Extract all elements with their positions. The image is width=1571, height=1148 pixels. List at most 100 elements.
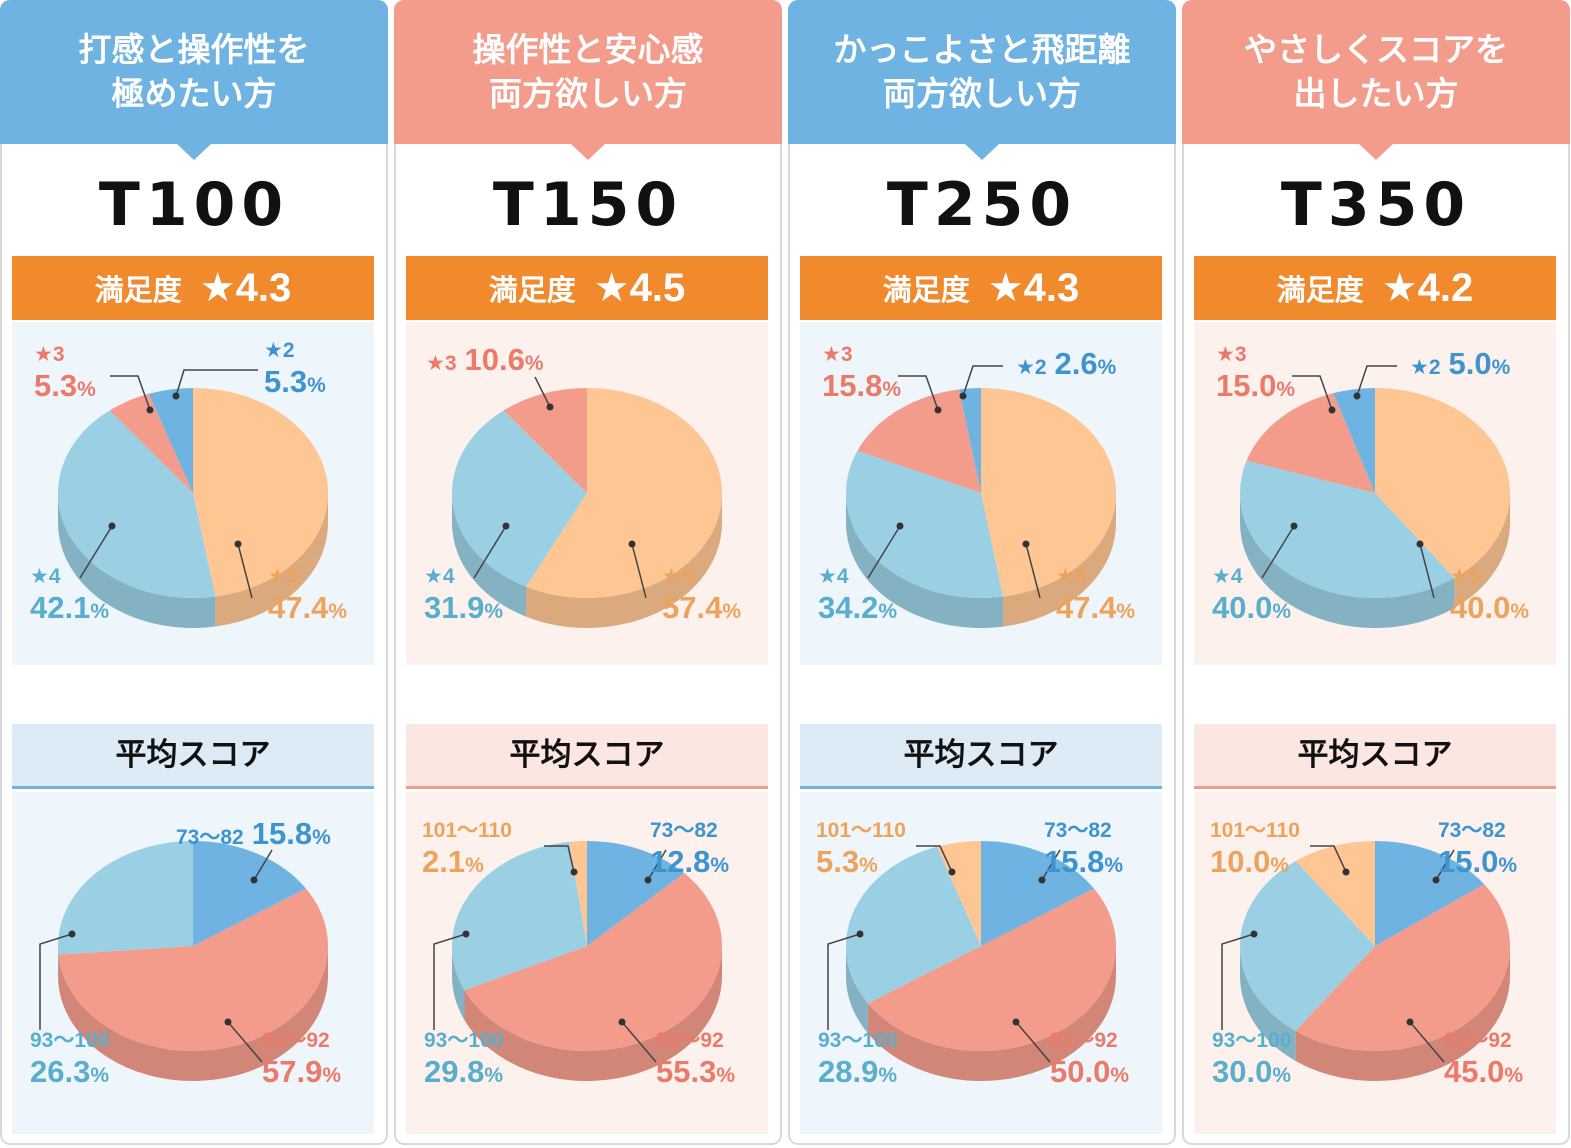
leader-r93	[1221, 933, 1255, 1030]
model-name: T150	[492, 170, 684, 240]
leader-r73-dot	[1432, 876, 1440, 884]
label-r83-value: 55.3	[656, 1054, 717, 1089]
score-title: 平均スコア	[12, 724, 374, 789]
rating-pie-T150-slice-s4	[451, 410, 587, 587]
rating-pie-T100-slice-s5	[193, 388, 329, 597]
leader-r83-dot	[224, 1018, 232, 1026]
rating-pie-T150-slice-side-s4	[452, 493, 527, 617]
leader-s4-dot	[108, 522, 116, 530]
score-pie-T250-slice-side-r93	[846, 946, 868, 1034]
score-pie-T350-slice-r83	[1295, 884, 1511, 1052]
leader-s3-dot	[934, 406, 942, 414]
score-pie-T100-slice-r93	[58, 841, 193, 955]
model-name: T350	[1280, 170, 1472, 240]
label-r83-category: 83～92	[1050, 1029, 1118, 1052]
label-r83-category: 83～92	[262, 1029, 330, 1052]
label-r101-percent-sign: %	[859, 854, 878, 877]
rating-pie-T350-slice-side-s5	[1454, 493, 1510, 608]
label-r93-percent-sign: %	[484, 1064, 504, 1087]
label-r73-category: 73～82	[176, 826, 244, 849]
leader-s3-dot	[1328, 406, 1336, 414]
label-s2-percent-sign: %	[1097, 356, 1117, 379]
label-s4-category: ★4	[1212, 565, 1243, 588]
label-r93-value: 29.8	[424, 1054, 485, 1089]
label-r101-category: 101～110	[1210, 819, 1300, 842]
score-title: 平均スコア	[406, 724, 768, 789]
score-pie-T150-slice-r73	[587, 841, 685, 946]
score-title: 平均スコア	[800, 724, 1162, 789]
leader-r83-dot	[618, 1018, 626, 1026]
label-s3: ★3 10.6%	[426, 344, 544, 375]
leader-s2-dot	[959, 392, 967, 400]
rating-pie-T250-slice-s5	[981, 388, 1117, 597]
label-s5-value: 47.4	[268, 590, 329, 625]
label-r73-value: 15.8	[251, 816, 313, 851]
rating-pie-T250-slice-side-s4	[846, 493, 1003, 628]
column-header: 打感と操作性を 極めたい方	[0, 0, 388, 160]
leader-r83	[1409, 1021, 1445, 1063]
label-r93-percent-sign: %	[1272, 1064, 1292, 1087]
score-pie-T100-slice-side-r83	[58, 946, 328, 1081]
label-s3: ★3 15.0%	[1216, 344, 1295, 401]
label-r83: 83～92 55.3%	[656, 1030, 735, 1087]
leader-r73-dot	[644, 876, 652, 884]
label-s2-category: ★2	[1016, 356, 1047, 379]
label-r73: 73～82 15.8%	[176, 818, 331, 849]
leader-s4	[867, 525, 901, 579]
leader-s4	[79, 525, 113, 579]
leader-r101-dot	[1342, 868, 1350, 876]
label-r73: 73～82 15.0%	[1438, 820, 1517, 877]
leader-s2	[1356, 365, 1397, 397]
label-r73: 73～82 15.8%	[1044, 820, 1123, 877]
leader-s5-dot	[1416, 540, 1424, 548]
leader-s4	[1261, 525, 1295, 579]
label-r101-category: 101～110	[816, 819, 906, 842]
label-s3-category: ★3	[426, 352, 457, 375]
satisfaction-value: ★4.2	[1381, 266, 1474, 310]
column-header: やさしくスコアを 出したい方	[1182, 0, 1570, 160]
satisfaction-bar: 満足度 ★4.3	[12, 256, 374, 320]
score-pie-T350-slice-side-r93	[1240, 946, 1296, 1061]
leader-r93-dot	[856, 930, 864, 938]
satisfaction-label: 満足度	[1276, 275, 1364, 307]
label-r73-percent-sign: %	[1104, 854, 1124, 877]
label-r93-category: 93～100	[30, 1029, 110, 1052]
leader-r83-dot	[1406, 1018, 1414, 1026]
label-r101-percent-sign: %	[465, 854, 484, 877]
label-s3-percent-sign: %	[524, 352, 544, 375]
label-s4-category: ★4	[30, 565, 61, 588]
rating-pie-T250-slice-s4	[845, 450, 1003, 599]
label-s5: ★5 47.4%	[268, 566, 347, 623]
label-s3: ★3 5.3%	[34, 344, 96, 401]
leader-r93-dot	[1250, 930, 1258, 938]
label-r101: 101～110 5.3%	[816, 820, 906, 877]
label-s2: ★2 5.3%	[264, 340, 326, 397]
label-r83-percent-sign: %	[716, 1064, 736, 1087]
label-r93-category: 93～100	[1212, 1029, 1292, 1052]
leader-r83	[227, 1021, 263, 1063]
label-s4: ★4 34.2%	[818, 566, 897, 623]
label-s5-percent-sign: %	[328, 600, 348, 623]
label-s5-value: 47.4	[1056, 590, 1117, 625]
label-s4: ★4 40.0%	[1212, 566, 1291, 623]
rating-pie-T100-slice-side-s5	[215, 493, 328, 627]
label-r101-value: 10.0	[1210, 844, 1271, 879]
label-r93-category: 93～100	[818, 1029, 898, 1052]
leader-s4-dot	[502, 522, 510, 530]
label-r73-percent-sign: %	[312, 826, 331, 849]
rating-pie-T250-slice-s2	[959, 388, 981, 493]
satisfaction-bar: 満足度 ★4.5	[406, 256, 768, 320]
rating-pie-T350-slice-s4	[1240, 460, 1455, 598]
label-s5-category: ★5	[1450, 565, 1481, 588]
leader-s2	[175, 369, 258, 397]
label-r83: 83～92 50.0%	[1050, 1030, 1129, 1087]
header-line: かっこよさと飛距離	[833, 31, 1131, 68]
label-s5-percent-sign: %	[722, 600, 742, 623]
leader-r93	[39, 933, 73, 1030]
leader-r73	[253, 849, 273, 881]
score-pie-T100-slice-r73	[193, 841, 307, 946]
leader-s5	[1025, 543, 1041, 599]
label-s4-value: 34.2	[818, 590, 879, 625]
leader-s3	[1292, 375, 1333, 411]
